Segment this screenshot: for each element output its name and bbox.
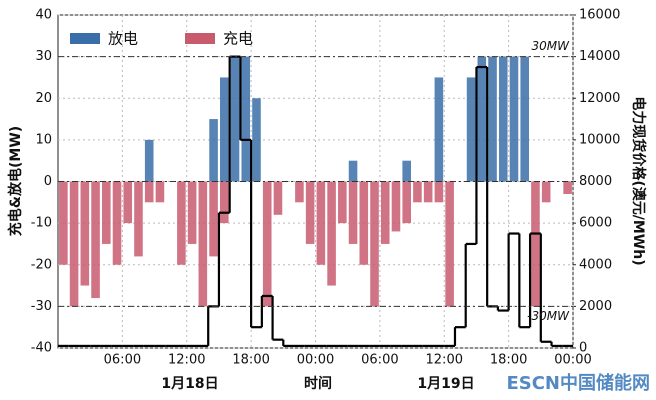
bar (220, 77, 229, 182)
bar (498, 56, 508, 182)
bar (80, 181, 90, 286)
bar (220, 181, 229, 224)
reference-label: 30MW (532, 39, 571, 53)
bar (348, 181, 358, 244)
x-axis-title: 时间 (304, 375, 332, 392)
bar (327, 181, 336, 286)
x-tick-label: 00:00 (297, 353, 334, 368)
bar (241, 56, 251, 182)
bar (305, 181, 315, 244)
bar (563, 181, 572, 194)
y-tick-label: 30 (35, 49, 52, 64)
bar (541, 181, 551, 203)
legend-label: 放电 (108, 30, 138, 48)
y2-tick-label: 16000 (579, 8, 620, 23)
bar (209, 119, 218, 182)
bar (402, 160, 411, 182)
bar (230, 56, 240, 182)
bar (520, 56, 530, 182)
y-tick-label: 40 (35, 8, 52, 23)
bar (144, 139, 154, 182)
bar (101, 181, 111, 244)
y2-tick-label: 14000 (579, 49, 620, 64)
bar (144, 181, 154, 203)
bar (187, 181, 197, 244)
bar (91, 181, 100, 299)
bar (423, 181, 433, 203)
bar (112, 181, 122, 265)
y-axis-title: 充电&放电(MW) (7, 126, 24, 236)
y-tick-label: 10 (35, 132, 52, 147)
y2-tick-label: 8000 (579, 174, 612, 189)
bar (209, 181, 218, 257)
legend-label: 充电 (223, 30, 253, 48)
bar (338, 181, 347, 224)
bar (198, 181, 208, 307)
bar (531, 181, 540, 307)
bar (59, 181, 68, 265)
date-label: 1月19日 (417, 376, 474, 392)
bar (434, 181, 444, 203)
x-tick-label: 12:00 (168, 353, 205, 368)
x-tick-label: 06:00 (104, 353, 141, 368)
bar (295, 181, 304, 203)
bar (380, 181, 390, 244)
x-tick-label: 18:00 (232, 353, 269, 368)
date-label: 1月18日 (161, 376, 218, 392)
reference-label: -30MW (527, 309, 570, 323)
y2-tick-label: 6000 (579, 216, 612, 231)
bar (359, 181, 369, 265)
bar (262, 181, 272, 307)
bar (445, 181, 454, 307)
bar (391, 181, 401, 232)
bar (370, 181, 379, 307)
y2-tick-label: 10000 (579, 132, 620, 147)
bar (348, 160, 358, 182)
x-tick-label: 12:00 (426, 353, 463, 368)
bar (466, 77, 476, 182)
y2-tick-label: 2000 (579, 299, 612, 314)
bar (155, 181, 165, 203)
y-tick-label: -40 (31, 341, 52, 356)
bar (488, 56, 497, 182)
x-tick-label: 06:00 (361, 353, 398, 368)
watermark: ESCN中国储能网 (506, 372, 650, 394)
y2-tick-label: 12000 (579, 91, 620, 106)
y2-axis-title: 电力现货价格(澳元/MWh) (630, 96, 647, 265)
y-tick-label: -30 (31, 299, 52, 314)
bar (134, 181, 143, 257)
bar (123, 181, 133, 224)
bar (413, 181, 422, 203)
bar (69, 181, 79, 307)
y-tick-label: -10 (31, 216, 52, 231)
x-tick-label: 18:00 (490, 353, 527, 368)
x-tick-label: 00:00 (554, 353, 591, 368)
bar (273, 181, 283, 215)
bar (434, 77, 444, 182)
y-tick-label: 0 (44, 174, 52, 189)
bar (252, 98, 261, 182)
y-tick-label: -20 (31, 257, 52, 272)
legend-swatch (185, 33, 215, 44)
bar (177, 181, 186, 265)
bar (477, 56, 487, 182)
y2-tick-label: 4000 (579, 257, 612, 272)
y-tick-label: 20 (35, 91, 52, 106)
y2-tick-label: 0 (579, 341, 587, 356)
legend-swatch (70, 33, 100, 44)
bar (402, 181, 411, 224)
bar (509, 56, 519, 182)
bar (316, 181, 326, 265)
